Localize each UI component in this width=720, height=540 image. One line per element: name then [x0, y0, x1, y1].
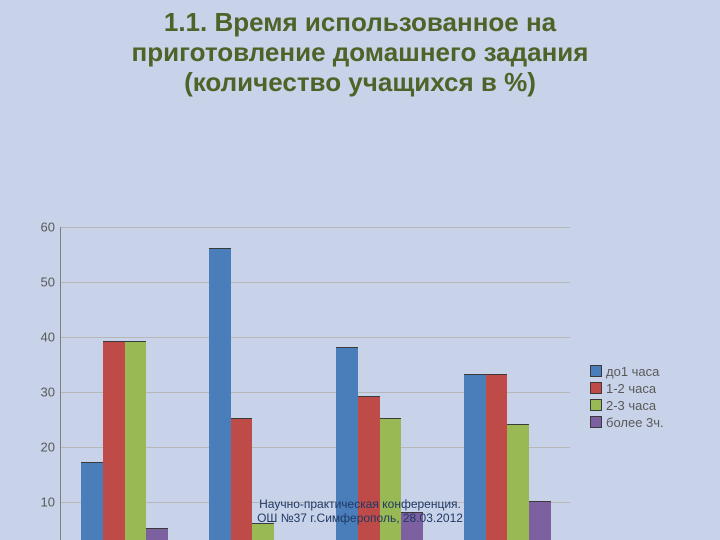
- ytick-label: 40: [41, 329, 61, 344]
- gridline: [61, 282, 570, 283]
- ytick-label: 60: [41, 219, 61, 234]
- legend-item: 1-2 часа: [590, 381, 664, 396]
- legend-label: 2-3 часа: [606, 398, 656, 413]
- bar: [209, 248, 231, 540]
- legend-swatch: [590, 382, 602, 394]
- legend-item: 2-3 часа: [590, 398, 664, 413]
- legend-item: более 3ч.: [590, 415, 664, 430]
- legend-item: до1 часа: [590, 364, 664, 379]
- bar: [146, 528, 168, 540]
- footer-line-1: Научно-практическая конференция.: [259, 497, 461, 511]
- title-line-1: 1.1. Время использованное на: [164, 7, 556, 37]
- legend-label: более 3ч.: [606, 415, 664, 430]
- legend-label: до1 часа: [606, 364, 659, 379]
- legend-swatch: [590, 416, 602, 428]
- ytick-label: 20: [41, 439, 61, 454]
- ytick-label: 50: [41, 274, 61, 289]
- slide: 1.1. Время использованное на приготовлен…: [0, 0, 720, 540]
- footer: Научно-практическая конференция. ОШ №37 …: [0, 498, 720, 526]
- slide-title: 1.1. Время использованное на приготовлен…: [0, 0, 720, 102]
- ytick-label: 30: [41, 384, 61, 399]
- gridline: [61, 227, 570, 228]
- footer-line-2: ОШ №37 г.Симферополь, 28.03.2012: [257, 511, 463, 525]
- legend-swatch: [590, 399, 602, 411]
- legend: до1 часа 1-2 часа 2-3 часа более 3ч.: [590, 362, 664, 432]
- legend-swatch: [590, 365, 602, 377]
- title-line-3: (количество учащихся в %): [184, 67, 536, 97]
- title-line-2: приготовление домашнего задания: [132, 37, 589, 67]
- legend-label: 1-2 часа: [606, 381, 656, 396]
- plot-area: 01020304050605 класс6 класс7 класс8 клас…: [60, 227, 570, 540]
- gridline: [61, 337, 570, 338]
